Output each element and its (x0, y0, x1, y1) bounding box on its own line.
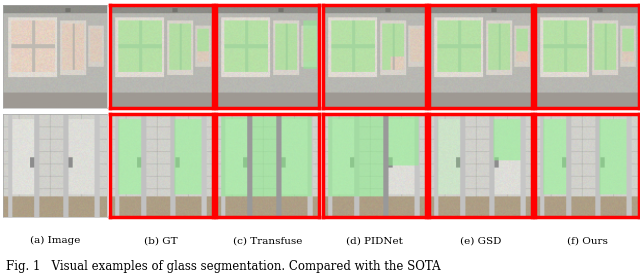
Text: (e) GSD: (e) GSD (460, 236, 501, 245)
Text: (f) Ours: (f) Ours (566, 236, 607, 245)
Text: (b) GT: (b) GT (145, 236, 178, 245)
Text: (d) PIDNet: (d) PIDNet (346, 236, 403, 245)
Text: (a) Image: (a) Image (29, 236, 80, 245)
Text: (c) Transfuse: (c) Transfuse (233, 236, 303, 245)
Text: Fig. 1   Visual examples of glass segmentation. Compared with the SOTA: Fig. 1 Visual examples of glass segmenta… (6, 260, 441, 273)
